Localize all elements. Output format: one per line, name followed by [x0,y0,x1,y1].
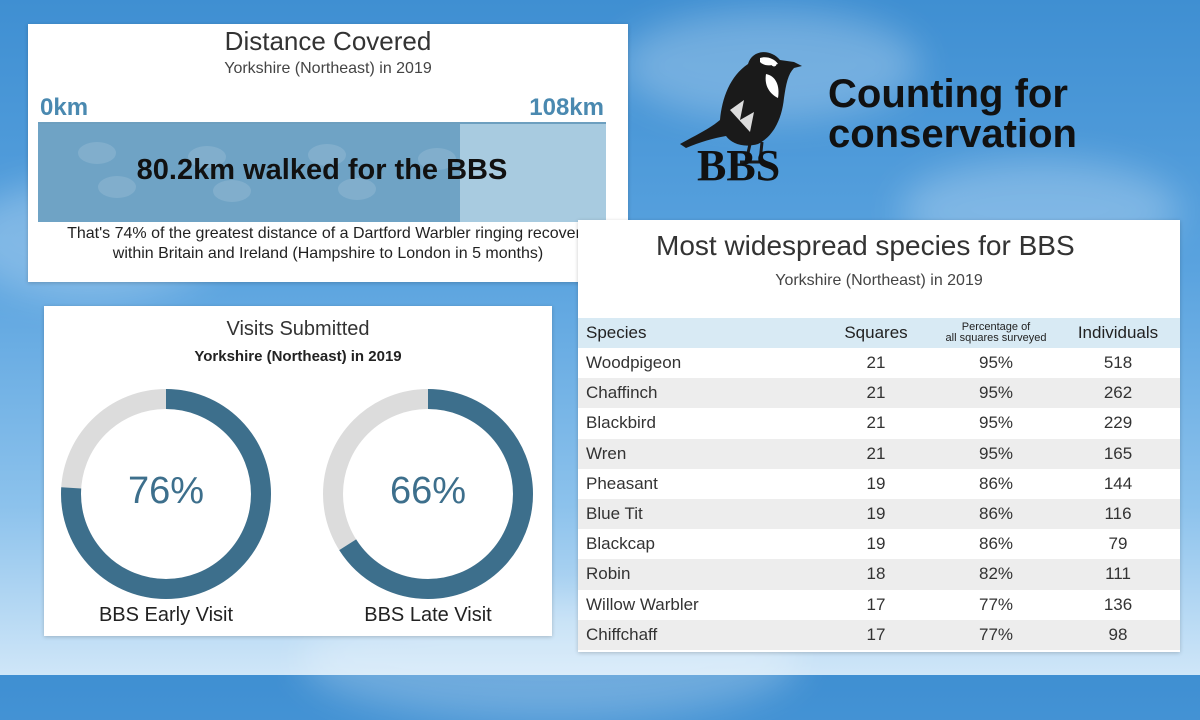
table-row: Wren 21 95% 165 [578,438,1180,469]
distance-note: That's 74% of the greatest distance of a… [67,225,589,262]
widespread-species-panel: Most widespread species for BBS Yorkshir… [578,220,1180,652]
cell-individuals: 79 [1056,529,1180,560]
cell-species: Chaffinch [578,378,816,409]
header-percentage-line-2: all squares surveyed [945,332,1047,344]
header-percentage: Percentage of all squares surveyed [936,318,1056,348]
cell-squares: 21 [816,438,936,469]
species-table: Species Squares Percentage of all square… [578,318,1180,650]
footprint-decoration [78,142,116,164]
cell-percentage: 95% [936,348,1056,379]
table-row: Woodpigeon 21 95% 518 [578,348,1180,379]
cell-percentage: 82% [936,559,1056,590]
cell-percentage: 95% [936,438,1056,469]
distance-min-label: 0km [40,94,89,121]
distance-title: Distance Covered [224,26,432,56]
species-subtitle: Yorkshire (Northeast) in 2019 [775,272,983,289]
cell-individuals: 98 [1056,619,1180,650]
distance-subtitle: Yorkshire (Northeast) in 2019 [224,60,432,77]
footprint-decoration [98,176,136,198]
visits-title: Visits Submitted [226,318,370,340]
species-table-body: Woodpigeon 21 95% 518 Chaffinch 21 95% 262 Black… [578,348,1180,650]
footprint-decoration [213,180,251,202]
footprint-decoration [308,144,346,166]
footprint-decoration [418,148,456,170]
bbs-logo-text: BBS [697,141,781,190]
table-row: Robin 18 82% 111 [578,559,1180,590]
cell-species: Willow Warbler [578,589,816,620]
footprint-decoration [188,146,226,168]
cell-squares: 18 [816,559,936,590]
cell-individuals: 111 [1056,559,1180,590]
cell-squares: 19 [816,529,936,560]
table-row: Blue Tit 19 86% 116 [578,498,1180,530]
visits-subtitle: Yorkshire (Northeast) in 2019 [194,348,402,365]
bird-logo-icon [680,52,802,164]
species-title: Most widespread species for BBS [656,230,1075,261]
cell-individuals: 229 [1056,408,1180,439]
header-percentage-line-1: Percentage of [961,321,1031,333]
headline-line-1: Counting for [828,72,1068,116]
cell-percentage: 77% [936,589,1056,620]
distance-bar-fill [38,124,460,222]
donut-arc-early [61,389,271,599]
cell-squares: 21 [816,378,936,409]
donut-arc-late [323,389,533,599]
cell-percentage: 86% [936,498,1056,530]
header-squares: Squares [816,318,936,348]
header-species: Species [578,318,816,348]
cell-percentage: 86% [936,529,1056,560]
cell-individuals: 518 [1056,348,1180,379]
distance-max-label: 108km [529,94,604,121]
headline: Counting for conservation [828,74,1178,154]
distance-covered-panel: Distance Covered Yorkshire (Northeast) i… [28,24,628,282]
cell-individuals: 144 [1056,468,1180,499]
cell-individuals: 116 [1056,498,1180,530]
header-individuals: Individuals [1056,318,1180,348]
cell-squares: 21 [816,348,936,379]
cell-species: Robin [578,559,816,590]
table-row: Pheasant 19 86% 144 [578,468,1180,499]
cell-species: Chiffchaff [578,619,816,650]
cell-individuals: 262 [1056,378,1180,409]
table-row: Chaffinch 21 95% 262 [578,378,1180,409]
cell-species: Wren [578,438,816,469]
cell-squares: 21 [816,408,936,439]
cell-species: Blackcap [578,529,816,560]
cell-squares: 17 [816,589,936,620]
cell-squares: 19 [816,498,936,530]
cell-species: Blackbird [578,408,816,439]
donut-percentage-early: 76% [127,470,205,512]
table-row: Willow Warbler 17 77% 136 [578,589,1180,620]
cell-percentage: 95% [936,378,1056,409]
donut-svg-late [323,389,533,599]
cell-individuals: 165 [1056,438,1180,469]
donut-chart-late: 66% [318,384,538,604]
cell-individuals: 136 [1056,589,1180,620]
table-row: Blackcap 19 86% 79 [578,529,1180,560]
distance-bar-track: 80.2km walked for the BBS [38,122,606,222]
cell-squares: 19 [816,468,936,499]
distance-walked-label: 80.2km walked for the BBS [136,154,508,186]
cell-species: Woodpigeon [578,348,816,379]
headline-line-2: conservation [828,112,1077,156]
table-header-row: Species Squares Percentage of all square… [578,318,1180,348]
footprint-decoration [338,178,376,200]
table-row: Blackbird 21 95% 229 [578,408,1180,439]
visits-submitted-panel: Visits Submitted Yorkshire (Northeast) i… [44,306,552,636]
donut-label-late: BBS Late Visit [364,604,492,626]
cell-species: Blue Tit [578,498,816,530]
cell-percentage: 86% [936,468,1056,499]
cell-percentage: 95% [936,408,1056,439]
donut-label-early: BBS Early Visit [98,604,234,626]
cell-percentage: 77% [936,619,1056,650]
donut-percentage-late: 66% [389,470,467,512]
donut-svg-early [61,389,271,599]
cell-squares: 17 [816,619,936,650]
donut-chart-early: 76% [56,384,276,604]
cell-species: Pheasant [578,468,816,499]
table-row: Chiffchaff 17 77% 98 [578,619,1180,650]
